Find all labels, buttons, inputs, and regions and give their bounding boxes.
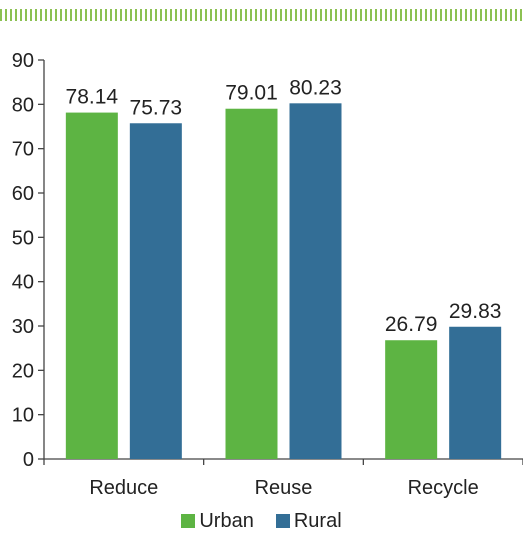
data-label: 29.83 (449, 300, 502, 323)
legend: Urban Rural (0, 509, 523, 533)
y-tick-label: 0 (23, 449, 34, 471)
data-label: 75.73 (130, 96, 183, 119)
y-axis: 0 10 20 30 40 50 60 70 80 90 (12, 50, 45, 471)
data-labels: 78.14 75.73 79.01 80.23 26.79 29.83 (66, 76, 502, 336)
y-tick-label: 10 (12, 405, 34, 427)
data-label: 80.23 (289, 76, 342, 99)
bar-chart: 0 10 20 30 40 50 60 70 80 90 Reduce Reuse Recycle 7… (12, 50, 523, 499)
x-tick-label: Reduce (89, 477, 158, 499)
data-label: 79.01 (225, 82, 278, 105)
legend-item-rural[interactable]: Rural (275, 509, 342, 533)
bar-urban-reuse[interactable] (225, 108, 278, 459)
legend-label-rural: Rural (293, 509, 342, 532)
bar-rural-reuse[interactable] (289, 103, 342, 460)
bar-rural-recycle[interactable] (449, 326, 502, 459)
decorative-stripe (0, 9, 523, 21)
y-tick-label: 80 (12, 94, 34, 116)
data-label: 78.14 (66, 86, 119, 109)
x-tick-label: Reuse (255, 477, 313, 499)
y-tick-label: 40 (12, 272, 34, 294)
legend-item-urban[interactable]: Urban (181, 509, 254, 533)
legend-label-urban: Urban (199, 509, 254, 532)
legend-swatch-urban (181, 514, 196, 528)
x-axis: Reduce Reuse Recycle (43, 458, 523, 499)
y-tick-label: 90 (12, 50, 34, 72)
y-tick-label: 30 (12, 316, 34, 338)
y-tick-label: 60 (12, 183, 34, 205)
y-tick-label: 20 (12, 360, 34, 382)
y-tick-label: 70 (12, 139, 34, 161)
legend-swatch-rural (275, 514, 290, 528)
bar-urban-recycle[interactable] (385, 340, 438, 459)
x-tick-label: Recycle (408, 477, 479, 499)
data-label: 26.79 (385, 313, 438, 336)
bar-rural-reduce[interactable] (129, 123, 182, 459)
y-tick-label: 50 (12, 227, 34, 249)
bars (65, 103, 502, 460)
bar-urban-reduce[interactable] (65, 112, 118, 459)
